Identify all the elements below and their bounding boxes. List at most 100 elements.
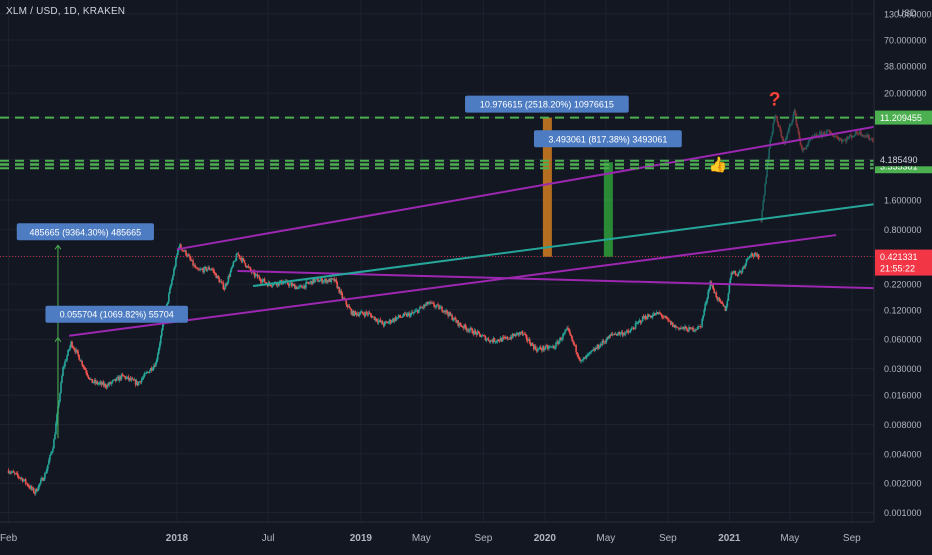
candle-body <box>638 320 641 322</box>
candle-body <box>253 271 256 277</box>
candle-body <box>804 148 807 150</box>
candle-body <box>766 163 768 177</box>
candle-body <box>505 336 508 339</box>
price-tick-label: 0.008000 <box>884 420 922 430</box>
candle-body <box>66 355 68 361</box>
candle-body <box>376 320 379 323</box>
candle-body <box>366 313 369 315</box>
time-tick-label: Sep <box>474 533 492 544</box>
candle-body <box>742 266 745 269</box>
candle-body <box>126 376 129 378</box>
price-tick-label: 20.000000 <box>884 89 927 99</box>
candle-body <box>684 326 686 329</box>
candle-body <box>654 313 657 316</box>
candle-body <box>571 336 573 341</box>
candle-body <box>398 315 401 317</box>
candle-body <box>144 372 147 374</box>
candle-body <box>87 375 90 378</box>
candle-body <box>333 278 335 282</box>
price-tick-label: 130.000000 <box>884 9 932 19</box>
candle-body <box>329 278 331 283</box>
candle-body <box>295 286 297 289</box>
candle-body <box>699 326 701 327</box>
candle-body <box>95 381 98 383</box>
candle-body <box>17 475 20 478</box>
candle-body <box>308 283 310 284</box>
candle-body <box>561 338 563 341</box>
candle-body <box>436 304 438 306</box>
candle-body <box>834 135 837 137</box>
candle-body <box>237 253 240 255</box>
candle-body <box>249 267 252 271</box>
candle-body <box>606 336 609 341</box>
candle-body <box>256 274 259 278</box>
candle-body <box>69 345 71 350</box>
candle-body <box>123 376 126 378</box>
candle-body <box>463 324 466 329</box>
candle-body <box>148 370 151 374</box>
candle-body <box>532 345 535 350</box>
candle-body <box>829 132 832 134</box>
candle-body <box>866 135 868 138</box>
candle-body <box>440 306 442 308</box>
candle-body <box>776 117 779 122</box>
candle-body <box>304 285 306 288</box>
candle-body <box>117 376 120 381</box>
candle-body <box>156 353 159 360</box>
candle-body <box>693 330 695 332</box>
candle-body <box>521 331 524 335</box>
candle-body <box>424 304 426 306</box>
candle-body <box>649 315 652 318</box>
candle-body <box>186 255 188 257</box>
candle-body <box>346 304 349 307</box>
candle-body <box>396 317 399 318</box>
candle-body <box>509 337 512 340</box>
candle-body <box>467 329 470 332</box>
candle-body <box>806 144 809 147</box>
candle-body <box>25 483 28 485</box>
candle-body <box>190 258 192 261</box>
time-tick-label: Sep <box>843 533 861 544</box>
candle-body <box>805 146 808 150</box>
candle-body <box>741 268 744 273</box>
measurement-label-text: 0.055704 (1069.82%) 55704 <box>60 310 174 320</box>
candle-body <box>180 244 182 249</box>
candle-body <box>139 381 142 383</box>
candle-body <box>153 365 156 367</box>
candle-body <box>39 483 41 485</box>
time-tick-label: 2020 <box>534 533 557 544</box>
candle-body <box>482 335 485 337</box>
candle-body <box>506 336 509 340</box>
candle-body <box>389 319 392 323</box>
candle-body <box>185 250 187 256</box>
candle-body <box>150 368 153 371</box>
candle-body <box>421 307 423 309</box>
candle-body <box>175 257 177 267</box>
candle-body <box>167 301 169 304</box>
candle-body <box>432 302 434 304</box>
candle-body <box>44 473 46 479</box>
candle-body <box>300 285 302 287</box>
candle-body <box>291 283 293 287</box>
candle-body <box>850 135 852 137</box>
candle-body <box>601 340 604 345</box>
candle-body <box>479 334 482 337</box>
candle-body <box>566 327 568 330</box>
time-tick-label: May <box>780 533 799 544</box>
candle-body <box>75 349 77 353</box>
candle-body <box>112 379 115 381</box>
candle-body <box>645 318 648 320</box>
candle-body <box>220 281 223 283</box>
candle-body <box>540 347 542 350</box>
candle-body <box>142 376 145 378</box>
candle-body <box>79 359 81 362</box>
candle-body <box>840 139 843 142</box>
candle-body <box>158 343 161 349</box>
candle-body <box>357 313 360 316</box>
candle-body <box>813 134 816 137</box>
candle-body <box>707 291 709 299</box>
candle-body <box>145 372 148 374</box>
candle-body <box>289 283 291 286</box>
